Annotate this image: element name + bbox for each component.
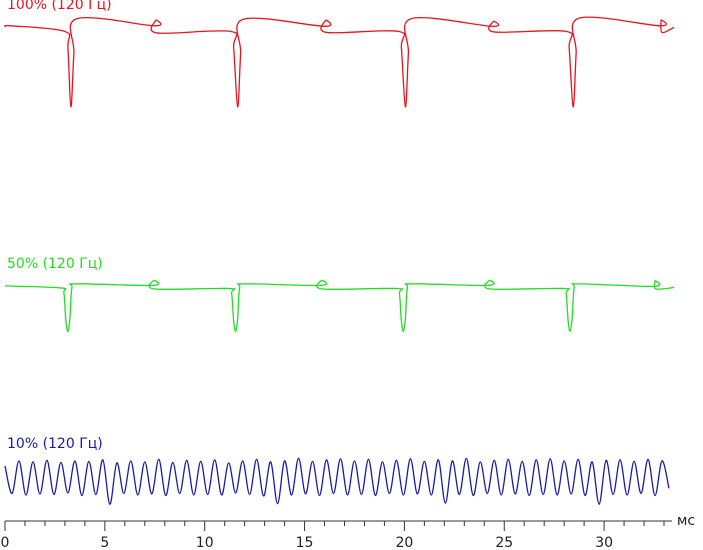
series-line: [3, 16, 675, 108]
x-tick-label: 30: [595, 535, 613, 550]
series-label: 10% (120 Гц): [7, 436, 103, 452]
x-axis-label: мс: [677, 513, 695, 529]
x-tick-label: 25: [495, 535, 513, 550]
x-tick-label: 5: [100, 535, 109, 550]
series-label: 50% (120 Гц): [7, 256, 103, 272]
x-tick-label: 10: [196, 535, 214, 550]
x-tick-label: 0: [1, 535, 10, 550]
series-line: [4, 457, 670, 505]
series-line: [4, 279, 675, 332]
series-label: 100% (120 Гц): [7, 0, 112, 13]
x-tick-label: 15: [296, 535, 314, 550]
x-tick-label: 20: [395, 535, 413, 550]
